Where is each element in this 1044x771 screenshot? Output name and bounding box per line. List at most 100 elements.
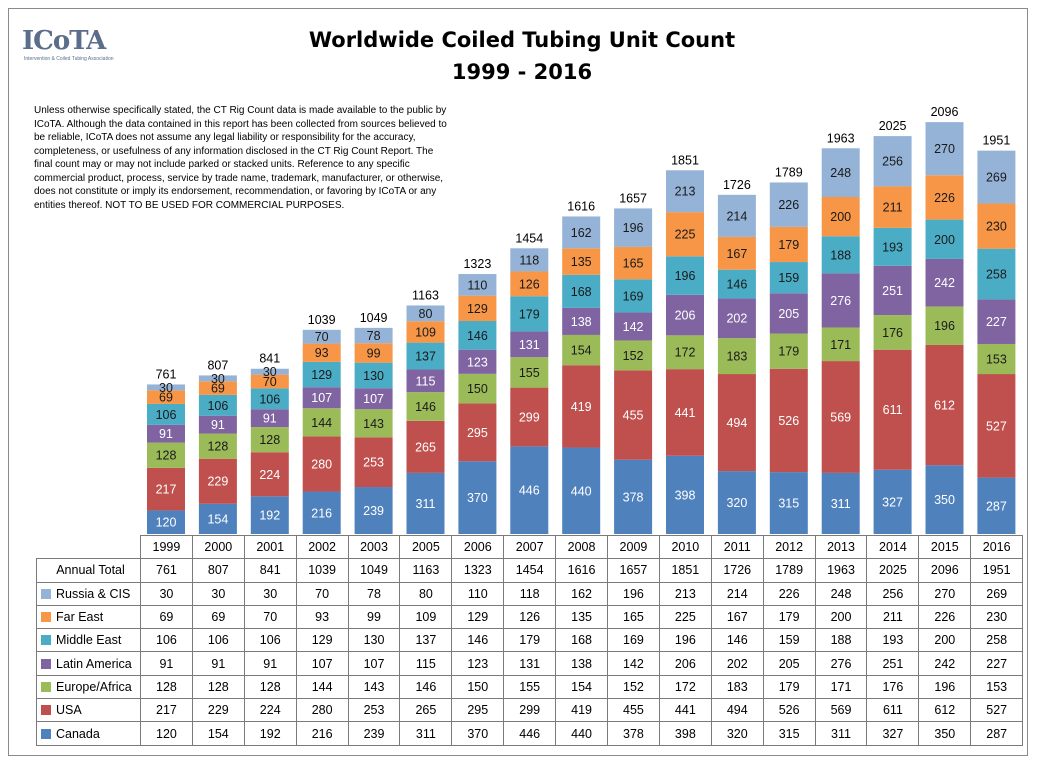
legend-swatch — [41, 658, 51, 669]
bar-value-label: 172 — [675, 346, 696, 360]
bar-segment — [147, 510, 185, 534]
bar-total-label: 807 — [207, 358, 228, 372]
table-row: Europe/Africa 128 128 128 144 143 146 150 155 154… — [36, 674, 1024, 700]
data-table: 1999 2000 2001 2002 2003 2005 2006 2007 2008 2009… — [36, 534, 1024, 746]
bar-segment — [977, 343, 1016, 375]
bar-value-label: 192 — [259, 509, 280, 523]
bar-value-label: 242 — [934, 276, 955, 290]
bar-segment — [302, 436, 341, 492]
bar-value-label: 128 — [207, 440, 228, 454]
bar-segment — [198, 458, 237, 504]
bar-value-label: 611 — [883, 403, 903, 417]
bar-segment — [977, 248, 1016, 300]
bar-segment — [666, 212, 704, 257]
bar-segment — [977, 299, 1016, 344]
bar-segment — [666, 170, 704, 213]
table-year-header: 2016 — [970, 534, 1024, 560]
table-cell: 398 — [658, 721, 712, 746]
table-cell: 131 — [503, 651, 557, 676]
legend-label: Europe/Africa — [56, 679, 132, 694]
bar-segment — [769, 333, 808, 369]
bar-segment — [977, 203, 1016, 249]
table-cell: 70 — [243, 604, 297, 630]
bar-value-label: 154 — [207, 512, 228, 526]
table-cell: 612 — [918, 698, 972, 723]
legend-swatch — [41, 728, 51, 739]
bar-segment — [821, 197, 860, 237]
table-cell: 1963 — [814, 558, 868, 583]
table-row-label: Latin America — [36, 651, 141, 676]
bar-total-label: 1951 — [982, 134, 1010, 148]
bar-segment — [147, 467, 185, 511]
table-cell: 107 — [347, 651, 401, 676]
bar-segment — [354, 388, 393, 410]
table-cell: 1454 — [503, 558, 557, 583]
bar-segment — [666, 256, 704, 295]
table-cell: 280 — [295, 698, 349, 723]
table-cell: 370 — [451, 721, 505, 746]
table-cell: 30 — [243, 581, 297, 606]
bar-value-label: 135 — [571, 255, 592, 269]
bar-value-label: 155 — [519, 366, 540, 380]
bar-value-label: 129 — [311, 368, 332, 382]
table-cell: 841 — [243, 558, 297, 583]
bar-segment — [873, 469, 912, 534]
bar-segment — [510, 296, 549, 332]
bar-value-label: 251 — [882, 284, 903, 298]
table-cell: 239 — [347, 721, 401, 746]
table-cell: 179 — [762, 604, 816, 630]
bar-value-label: 153 — [986, 353, 1007, 367]
bar-segment — [250, 409, 289, 428]
bar-segment — [614, 246, 653, 280]
icota-logo: ICoTA Intervention & Coiled Tubing Assoc… — [22, 26, 122, 66]
table-cell: 144 — [295, 674, 349, 700]
bar-value-label: 311 — [416, 497, 436, 511]
table-year-header: 2010 — [658, 534, 712, 560]
bar-segment — [406, 342, 445, 370]
table-row-label: USA — [36, 698, 141, 723]
table-cell: 128 — [243, 674, 297, 700]
bar-segment — [666, 335, 704, 370]
table-cell: 251 — [866, 651, 920, 676]
table-cell: 107 — [295, 651, 349, 676]
table-cell: 311 — [399, 721, 453, 746]
table-row-label: Europe/Africa — [36, 674, 141, 700]
bar-segment — [354, 409, 393, 438]
bar-value-label: 327 — [882, 495, 903, 509]
bar-value-label: 256 — [882, 155, 903, 169]
table-year-header: 2003 — [347, 534, 401, 560]
table-row: USA 217 229 224 280 253 265 295 299 419 455 441 494 5… — [36, 698, 1024, 723]
bar-value-label: 167 — [726, 247, 747, 261]
bar-total-label: 1039 — [308, 313, 336, 327]
disclaimer-text: Unless otherwise specifically stated, th… — [34, 105, 447, 211]
bar-segment — [147, 442, 185, 468]
bar-value-label: 69 — [211, 382, 225, 396]
table-cell: 196 — [918, 674, 972, 700]
table-cell: 91 — [140, 651, 193, 676]
chart-frame — [8, 8, 1028, 756]
bar-value-label: 227 — [986, 315, 1007, 329]
table-cell: 171 — [814, 674, 868, 700]
bar-value-label: 196 — [623, 221, 644, 235]
table-cell: 226 — [762, 581, 816, 606]
table-cell: 1789 — [762, 558, 816, 583]
bar-segment — [458, 295, 497, 321]
bar-segment — [198, 381, 237, 395]
bar-value-label: 446 — [519, 484, 540, 498]
table-row-label: Canada — [36, 721, 141, 746]
bar-segment — [614, 340, 653, 371]
table-year-header: 1999 — [140, 534, 193, 560]
table-cell: 1851 — [658, 558, 712, 583]
bar-value-label: 226 — [934, 191, 955, 205]
bar-value-label: 299 — [519, 410, 540, 424]
bar-value-label: 320 — [726, 496, 747, 510]
table-row-label: Far East — [36, 604, 141, 630]
bar-segment — [769, 262, 808, 294]
table-cell: 179 — [503, 628, 557, 653]
table-cell: 2096 — [918, 558, 972, 583]
table-cell: 214 — [710, 581, 764, 606]
table-cell: 172 — [658, 674, 712, 700]
table-cell: 99 — [347, 604, 401, 630]
bar-segment — [925, 344, 964, 466]
table-cell: 106 — [191, 628, 245, 653]
